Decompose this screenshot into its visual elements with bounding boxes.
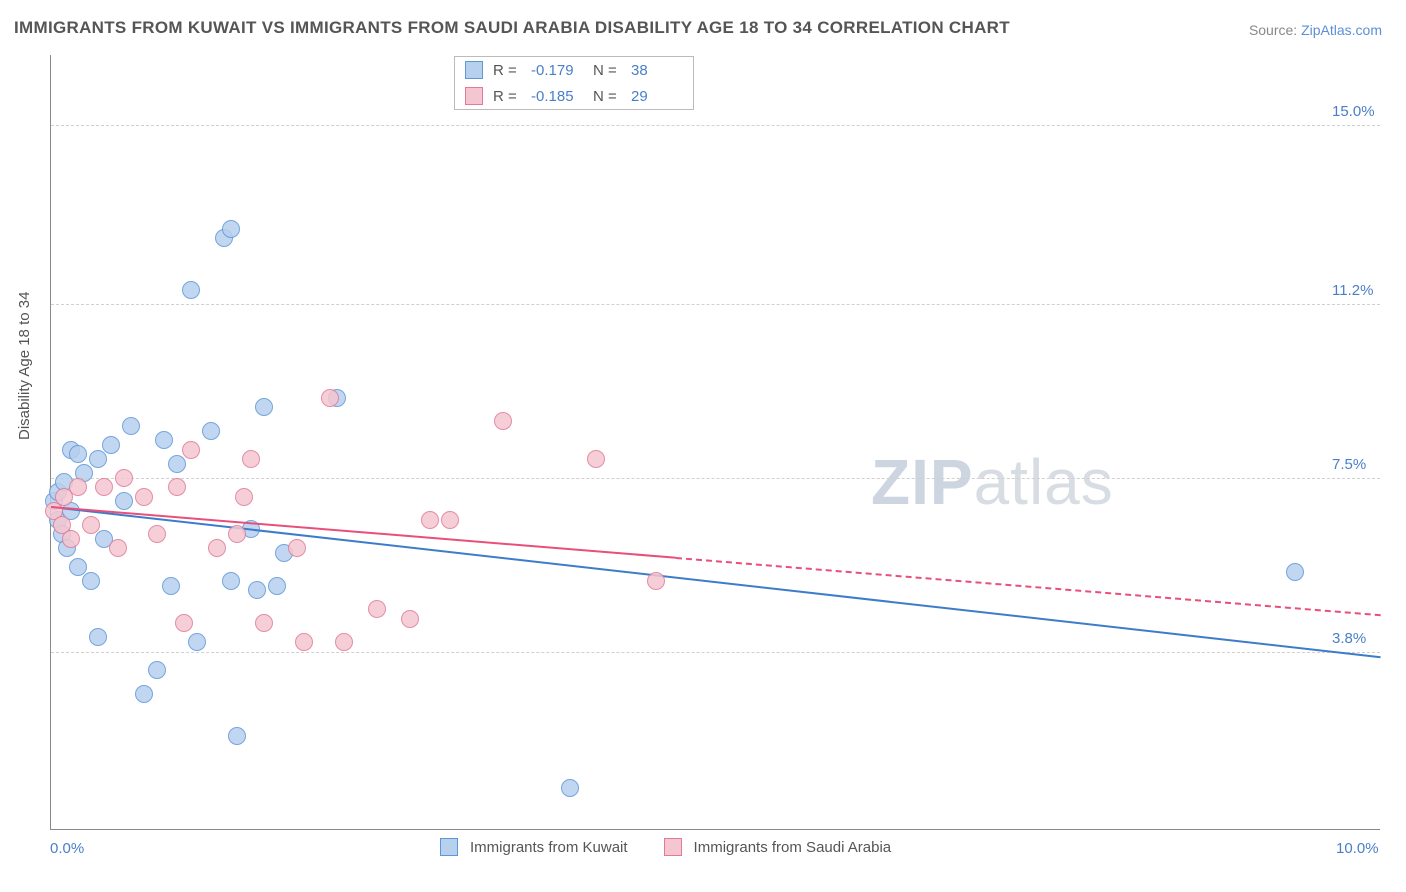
scatter-point [228,525,246,543]
scatter-point [109,539,127,557]
watermark-rest: atlas [974,446,1114,518]
legend-label: Immigrants from Kuwait [470,839,628,856]
scatter-point [69,445,87,463]
scatter-point [69,478,87,496]
scatter-point [321,389,339,407]
scatter-point [647,572,665,590]
scatter-point [368,600,386,618]
scatter-point [401,610,419,628]
scatter-point [182,441,200,459]
scatter-point [255,614,273,632]
scatter-point [115,469,133,487]
scatter-point [135,488,153,506]
legend-swatch [664,838,682,856]
scatter-point [335,633,353,651]
stats-row: R = -0.179 N = 38 [455,57,693,83]
stats-n-value: 29 [631,88,683,105]
scatter-point [255,398,273,416]
scatter-point [62,530,80,548]
scatter-point [561,779,579,797]
stats-n-value: 38 [631,62,683,79]
scatter-point [288,539,306,557]
legend-label: Immigrants from Saudi Arabia [694,839,892,856]
scatter-point [421,511,439,529]
trend-line [676,557,1381,616]
stats-n-label: N = [593,88,621,105]
stats-r-value: -0.179 [531,62,583,79]
stats-row: R = -0.185 N = 29 [455,83,693,109]
legend-swatch [440,838,458,856]
scatter-point [1286,563,1304,581]
scatter-point [168,478,186,496]
scatter-point [222,220,240,238]
scatter-point [248,581,266,599]
scatter-point [188,633,206,651]
gridline [51,652,1380,653]
scatter-point [115,492,133,510]
scatter-point [122,417,140,435]
scatter-point [441,511,459,529]
source-attribution: Source: ZipAtlas.com [1249,22,1382,38]
plot-area: ZIPatlas [50,55,1380,830]
stats-r-value: -0.185 [531,88,583,105]
bottom-legend: Immigrants from Kuwait Immigrants from Sa… [440,838,915,856]
stats-legend: R = -0.179 N = 38 R = -0.185 N = 29 [454,56,694,110]
watermark-bold: ZIP [871,446,974,518]
scatter-point [268,577,286,595]
gridline [51,478,1380,479]
scatter-point [148,525,166,543]
x-tick-label: 10.0% [1336,840,1379,857]
scatter-point [89,628,107,646]
scatter-point [222,572,240,590]
scatter-point [242,450,260,468]
y-tick-label: 11.2% [1332,282,1373,299]
scatter-point [162,577,180,595]
scatter-point [202,422,220,440]
scatter-point [155,431,173,449]
watermark: ZIPatlas [871,445,1114,519]
source-link[interactable]: ZipAtlas.com [1301,22,1382,38]
scatter-point [235,488,253,506]
stats-r-label: R = [493,62,521,79]
scatter-point [494,412,512,430]
scatter-point [148,661,166,679]
x-tick-label: 0.0% [50,840,84,857]
scatter-point [182,281,200,299]
gridline [51,125,1380,126]
scatter-point [69,558,87,576]
source-prefix: Source: [1249,22,1301,38]
y-tick-label: 15.0% [1332,103,1375,120]
trend-line [51,506,676,559]
scatter-point [82,516,100,534]
scatter-point [228,727,246,745]
y-tick-label: 7.5% [1332,456,1366,473]
scatter-point [295,633,313,651]
y-axis-title: Disability Age 18 to 34 [16,292,33,440]
gridline [51,304,1380,305]
scatter-point [82,572,100,590]
scatter-point [102,436,120,454]
legend-swatch [465,87,483,105]
legend-swatch [465,61,483,79]
scatter-point [95,478,113,496]
scatter-point [89,450,107,468]
scatter-point [587,450,605,468]
stats-n-label: N = [593,62,621,79]
scatter-point [135,685,153,703]
stats-r-label: R = [493,88,521,105]
scatter-point [208,539,226,557]
scatter-point [168,455,186,473]
trend-line [51,506,1381,658]
chart-title: IMMIGRANTS FROM KUWAIT VS IMMIGRANTS FRO… [14,18,1010,38]
scatter-point [175,614,193,632]
y-tick-label: 3.8% [1332,630,1366,647]
